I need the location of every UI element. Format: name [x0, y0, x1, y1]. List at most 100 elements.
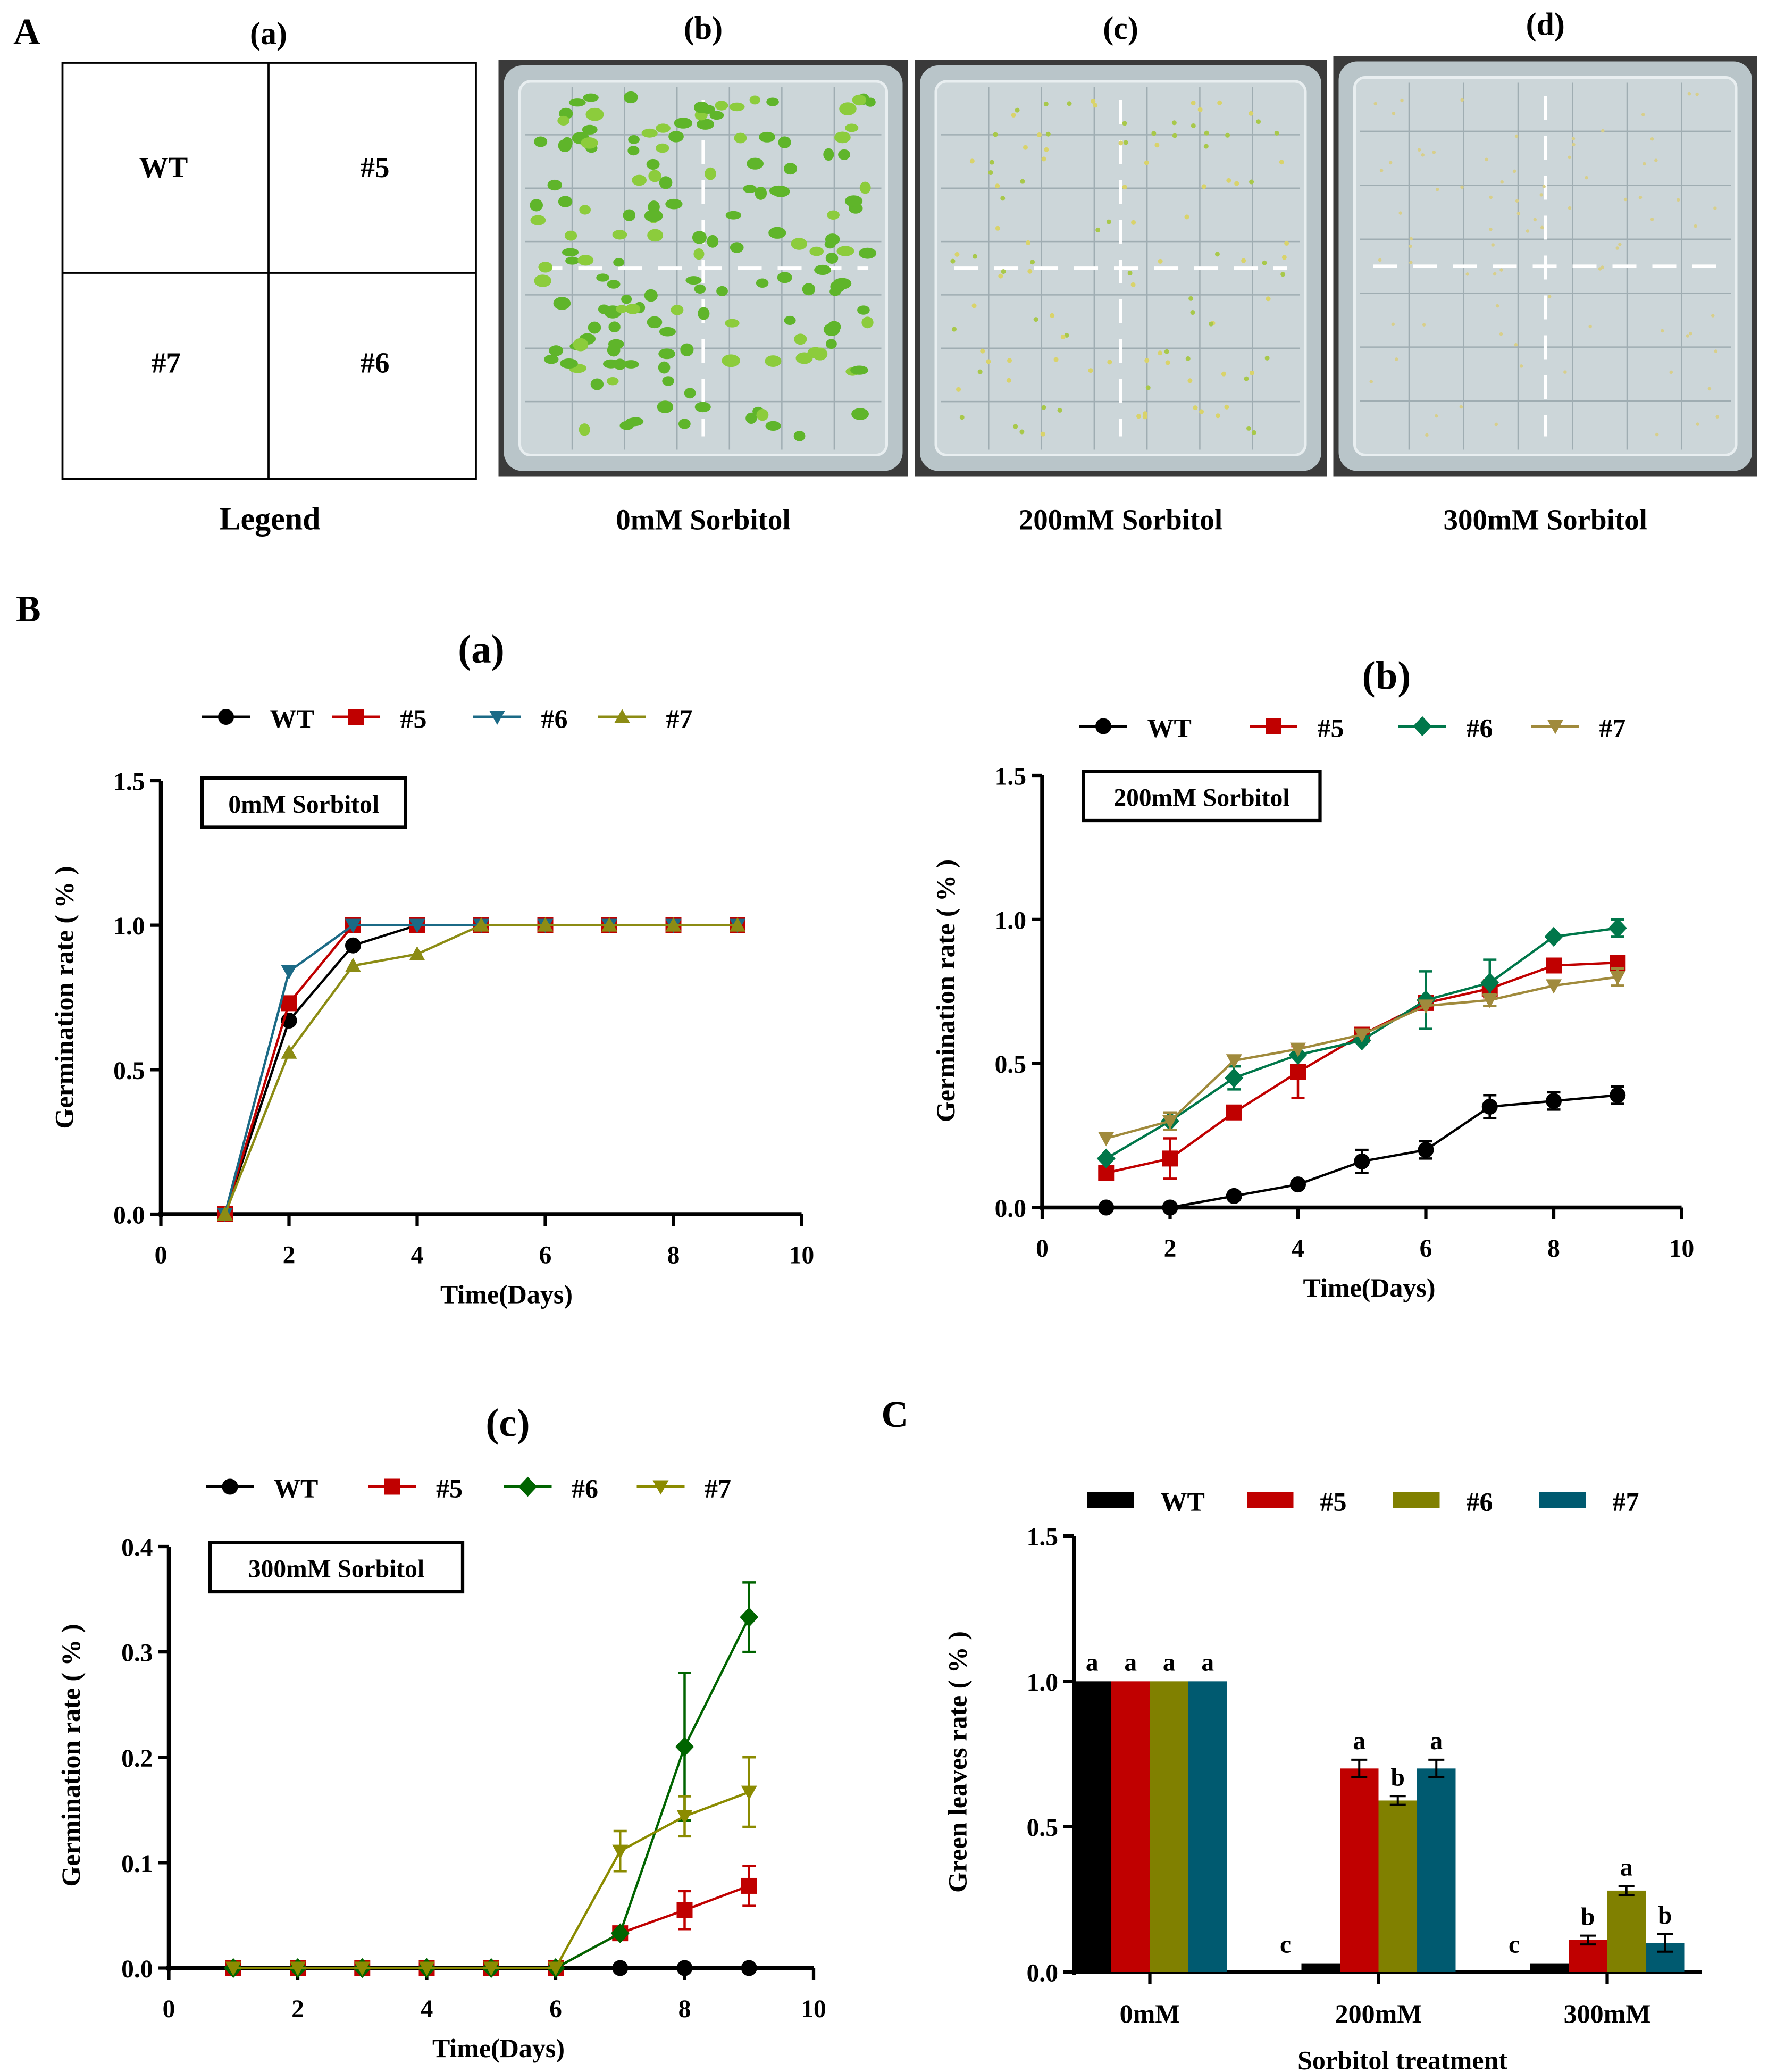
x-tick-label: 0: [163, 1995, 175, 2023]
condition-label: 0mM Sorbitol: [228, 791, 379, 818]
bar-#6: [1150, 1681, 1188, 1972]
bar-#7: [1417, 1768, 1456, 1972]
x-axis-label: Time(Days): [440, 1280, 573, 1309]
x-tick-label: 8: [1547, 1235, 1560, 1263]
data-point: [1610, 1087, 1626, 1104]
y-axis-label: Germination rate ( % ): [49, 866, 79, 1129]
x-tick-label: 2: [291, 1995, 304, 2023]
legend-item: WT: [1087, 1487, 1205, 1517]
plate-title: (c): [1103, 11, 1138, 46]
legend-label: #7: [1613, 1487, 1639, 1517]
y-tick-label: 0.1: [121, 1850, 153, 1878]
legend-swatch: [1393, 1492, 1440, 1508]
legend-label: #6: [1467, 1487, 1493, 1517]
series-line: [233, 1884, 750, 1969]
error-bar: [1657, 1933, 1673, 1953]
series-line: [223, 924, 738, 1215]
bar-#5: [1340, 1768, 1379, 1972]
x-tick-label: 10: [1669, 1235, 1695, 1263]
data-point: [1290, 1176, 1306, 1193]
plate-caption: 0mM Sorbitol: [616, 504, 790, 536]
legend-label: #5: [400, 704, 427, 733]
x-tick-label: 4: [1292, 1235, 1304, 1263]
bar-#6: [1378, 1800, 1417, 1972]
data-point: [652, 1480, 669, 1495]
data-point: [548, 1961, 564, 1976]
legend-item: #5: [368, 1474, 463, 1503]
data-point: [1226, 1054, 1242, 1069]
series-#6: [224, 1581, 759, 1978]
legend-label: #6: [541, 704, 568, 733]
condition-annotation: 0mM Sorbitol: [200, 776, 407, 829]
data-point: [1481, 993, 1498, 1008]
series-#7: [1098, 967, 1626, 1147]
x-tick-label: 2: [1164, 1235, 1177, 1263]
legend-cell-5: #5: [361, 151, 390, 183]
chart-title: (c): [485, 1401, 530, 1446]
data-point: [1226, 1188, 1242, 1204]
panel-b-label: B: [16, 589, 41, 630]
data-point: [345, 957, 361, 972]
bar-#7: [1188, 1681, 1227, 1972]
petri-plate-2: [915, 60, 1327, 477]
error-bar: [1389, 1795, 1406, 1806]
panel-c-label: C: [882, 1394, 909, 1435]
significance-letter: a: [1620, 1854, 1633, 1882]
legend-item: WT: [202, 704, 314, 733]
error-bar: [1428, 1758, 1445, 1778]
chart-title: (b): [1362, 654, 1411, 698]
data-point: [1354, 1028, 1370, 1043]
legend-item: #5: [332, 704, 427, 733]
condition-label: 200mM Sorbitol: [1113, 784, 1289, 812]
data-point: [483, 1961, 499, 1976]
significance-letter: b: [1581, 1903, 1595, 1931]
legend-label: WT: [1161, 1487, 1205, 1517]
data-point: [1418, 999, 1434, 1014]
legend-item: #7: [636, 1474, 731, 1503]
data-point: [218, 709, 234, 725]
y-tick-label: 1.5: [113, 768, 145, 796]
data-point: [225, 1961, 241, 1976]
data-point: [281, 1044, 297, 1059]
data-point: [345, 918, 361, 933]
legend-swatch: [1539, 1492, 1586, 1508]
panel-a: A (a) WT #5 #7 #6 Legend (b) 0mM Sorbitol…: [13, 7, 1757, 537]
series-line: [223, 924, 738, 1215]
y-tick-label: 0.0: [121, 1956, 153, 1983]
legend-item: #7: [1539, 1487, 1639, 1517]
legend-label: #7: [1599, 713, 1626, 743]
data-point: [601, 917, 617, 932]
significance-letter: a: [1353, 1727, 1365, 1755]
series-#7: [217, 917, 745, 1221]
x-tick-label: 200mM: [1335, 1999, 1422, 2028]
data-point: [1225, 1068, 1244, 1088]
data-point: [1413, 716, 1432, 737]
legend-caption: Legend: [219, 502, 320, 537]
data-point: [1162, 1115, 1178, 1129]
x-tick-label: 10: [801, 1995, 826, 2023]
data-point: [612, 1960, 629, 1976]
significance-letter: a: [1201, 1649, 1214, 1676]
data-point: [676, 1960, 693, 1976]
error-bar: [1618, 1885, 1635, 1896]
legend-label: WT: [1147, 713, 1192, 743]
data-point: [614, 709, 630, 723]
y-tick-label: 0.0: [113, 1202, 145, 1230]
series-line: [223, 924, 738, 1215]
plate-caption: 200mM Sorbitol: [1019, 504, 1222, 536]
legend-label: #5: [1318, 713, 1344, 743]
legend-item: #5: [1250, 713, 1344, 743]
data-point: [345, 937, 361, 954]
series-#5: [217, 917, 745, 1222]
plate-title: (d): [1526, 7, 1565, 42]
x-tick-label: 2: [283, 1242, 296, 1269]
data-point: [1354, 1153, 1370, 1169]
y-tick-label: 0.5: [113, 1057, 145, 1085]
data-point: [348, 709, 364, 725]
y-tick-label: 0.0: [1027, 1960, 1058, 1987]
data-point: [1481, 1098, 1498, 1115]
series-WT: [1098, 1085, 1626, 1216]
legend-label: WT: [270, 704, 314, 733]
y-tick-label: 0.5: [995, 1051, 1026, 1079]
